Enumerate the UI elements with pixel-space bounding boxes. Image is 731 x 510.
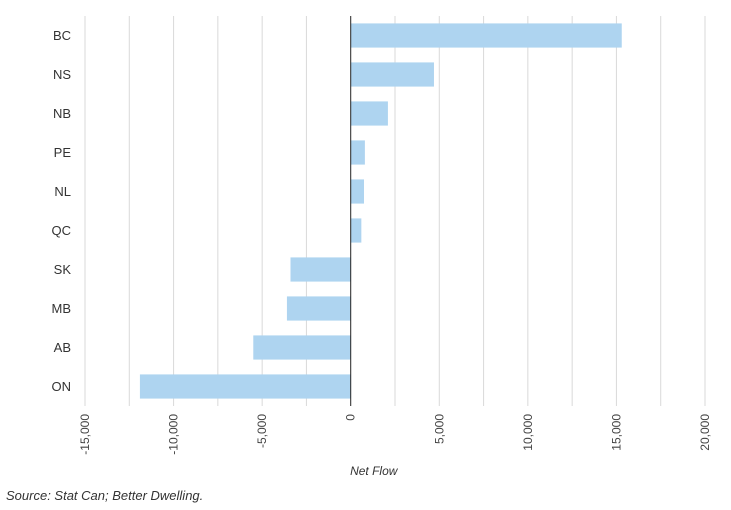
bar-qc <box>350 218 362 243</box>
category-label-nl: NL <box>54 184 71 199</box>
source-note: Source: Stat Can; Better Dwelling. <box>6 488 204 503</box>
bar-nl <box>350 179 364 204</box>
bar-ab <box>253 335 351 360</box>
x-tick-label: 5,000 <box>432 414 446 444</box>
bar-bc <box>350 23 622 48</box>
category-labels: BC NS NB PE NL QC SK MB AB ON <box>52 28 72 394</box>
category-label-qc: QC <box>52 223 72 238</box>
category-label-mb: MB <box>52 301 72 316</box>
grid-lines <box>84 16 706 406</box>
bar-on <box>139 374 351 399</box>
category-label-pe: PE <box>54 145 72 160</box>
x-tick-labels: -15,000 -10,000 -5,000 0 5,000 10,000 15,000 20… <box>78 414 712 455</box>
x-axis-title: Net Flow <box>350 464 399 478</box>
bar-sk <box>290 257 351 282</box>
category-label-nb: NB <box>53 106 71 121</box>
x-tick-label: 10,000 <box>521 414 535 451</box>
category-label-ab: AB <box>54 340 71 355</box>
x-tick-label: -5,000 <box>255 414 269 448</box>
x-tick-label: -15,000 <box>78 414 92 455</box>
category-label-bc: BC <box>53 28 71 43</box>
category-label-ns: NS <box>53 67 71 82</box>
bar-pe <box>350 140 365 165</box>
bars <box>139 23 622 399</box>
bar-ns <box>350 62 434 87</box>
bar-nb <box>350 101 388 126</box>
net-flow-bar-chart: BC NS NB PE NL QC SK MB AB ON -15,000 -10,000 -5,00… <box>52 16 712 478</box>
x-tick-label: 20,000 <box>698 414 712 451</box>
x-tick-label: 0 <box>344 414 358 421</box>
x-tick-label: -10,000 <box>167 414 181 455</box>
category-label-on: ON <box>52 379 72 394</box>
x-tick-label: 15,000 <box>609 414 623 451</box>
category-label-sk: SK <box>54 262 72 277</box>
bar-mb <box>286 296 351 321</box>
